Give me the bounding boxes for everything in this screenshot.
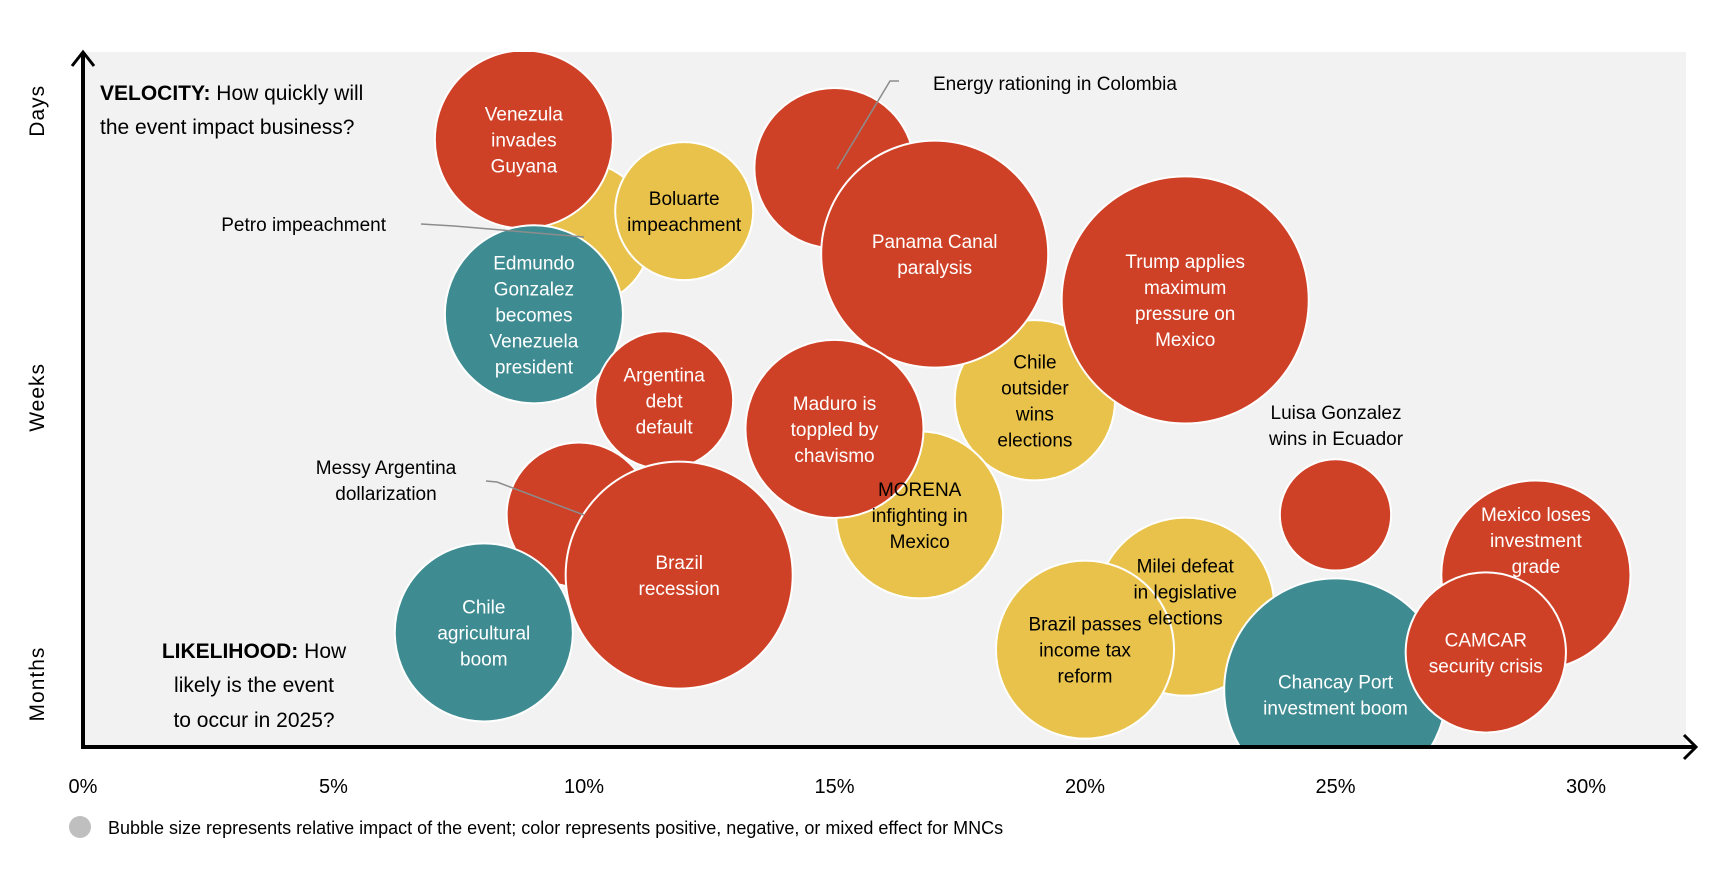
bubble-label: recession (639, 579, 720, 600)
velocity-annotation: VELOCITY: How quickly will (100, 82, 363, 105)
likelihood-text-1: How (298, 640, 347, 663)
x-tick-label: 30% (1566, 776, 1606, 798)
likelihood-annotation: LIKELIHOOD: How (162, 640, 347, 663)
bubble-camcar-security-crisis[interactable] (1404, 571, 1567, 734)
legend-text: Bubble size represents relative impact o… (108, 818, 1003, 838)
y-axis-labels: Months Weeks Days (26, 85, 49, 722)
likelihood-annotation-line3: to occur in 2025? (173, 709, 334, 732)
bubble-label: investment boom (1263, 699, 1408, 720)
bubble-label: CAMCAR (1445, 630, 1527, 651)
x-tick-label: 25% (1315, 776, 1355, 798)
bubble-label: elections (1148, 609, 1223, 630)
bubble-label: Mexico (890, 532, 950, 553)
bubble-label: grade (1512, 557, 1561, 578)
bubble-label: Petro impeachment (221, 215, 386, 236)
bubble-label: president (495, 357, 574, 378)
bubble-label: paralysis (897, 258, 972, 279)
bubble-edmundo-gonzalez-becomes-venezuela-president[interactable] (443, 224, 624, 405)
bubble-label: Chile (462, 597, 505, 618)
bubble-label: pressure on (1135, 304, 1235, 325)
bubble-label: Brazil passes (1029, 615, 1142, 636)
bubble-label: Messy Argentina (316, 458, 457, 479)
bubble-label: Mexico loses (1481, 505, 1591, 526)
bubble-luisa-gonzalez-wins-in-ecuador[interactable] (1278, 458, 1393, 572)
y-category-label: Days (26, 85, 49, 137)
likelihood-bold: LIKELIHOOD: (162, 640, 299, 663)
bubble-label: Brazil (655, 553, 703, 574)
bubble-label: Gonzalez (494, 279, 574, 300)
bubble-label: Luisa Gonzalez (1271, 403, 1402, 424)
x-axis-arrow (1682, 733, 1699, 761)
leader-lines (420, 80, 899, 516)
bubble-label: debt (646, 391, 684, 412)
y-category-label: Weeks (26, 363, 49, 432)
leader-line (485, 480, 585, 516)
bubble-maduro-is-toppled-by-chavismo[interactable] (744, 338, 925, 519)
bubbles-layer (393, 52, 1632, 747)
bubble-label: maximum (1144, 278, 1226, 299)
bubble-label: Trump applies (1125, 252, 1245, 273)
velocity-text-1: How quickly will (210, 82, 363, 105)
bubble-label: wins in Ecuador (1268, 429, 1404, 450)
x-axis-labels: 0% 5% 10% 15% 20% 25% 30% (69, 776, 1607, 798)
bubble-label: in legislative (1133, 583, 1237, 604)
bubble-label: Chile (1013, 352, 1056, 373)
legend-marker (69, 816, 91, 838)
bubble-label: Energy rationing in Colombia (933, 74, 1177, 95)
bubble-brazil-recession[interactable] (564, 460, 794, 690)
velocity-bold: VELOCITY: (100, 82, 210, 105)
bubble-panama-canal-paralysis[interactable] (820, 139, 1050, 369)
bubble-label: becomes (495, 305, 572, 326)
bubble-label: Chancay Port (1278, 673, 1394, 694)
bubble-label: infighting in (872, 506, 968, 527)
x-tick-label: 5% (319, 776, 348, 798)
bubble-label: Milei defeat (1137, 557, 1235, 578)
bubble-label: impeachment (627, 215, 742, 236)
bubble-label: reform (1058, 667, 1113, 688)
bubble-label: Mexico (1155, 330, 1215, 351)
bubble-label: Guyana (491, 156, 558, 177)
bubble-label: invades (491, 130, 557, 151)
bubble-label: Venezula (485, 104, 564, 125)
bubble-label: investment (1490, 531, 1583, 552)
bubble-label: default (636, 417, 694, 438)
bubble-label: toppled by (791, 420, 879, 441)
y-category-label: Months (26, 647, 49, 722)
likelihood-annotation-line2: likely is the event (174, 674, 334, 697)
bubble-label: Panama Canal (872, 232, 998, 253)
bubble-label: Venezuela (490, 331, 579, 352)
bubble-label: agricultural (437, 623, 530, 644)
x-tick-label: 10% (564, 776, 604, 798)
bubble-trump-applies-maximum-pressure-on-mexico[interactable] (1060, 175, 1310, 425)
velocity-annotation-line2: the event impact business? (100, 116, 354, 139)
bubble-label: Boluarte (649, 189, 720, 210)
bubble-label: Maduro is (793, 394, 876, 415)
bubble-label: wins (1015, 404, 1054, 425)
bubble-chile-agricultural-boom[interactable] (393, 542, 574, 723)
bubble-label: chavismo (794, 446, 874, 467)
bubble-brazil-passes-income-tax-reform[interactable] (994, 559, 1176, 740)
x-tick-label: 0% (69, 776, 98, 798)
bubble-label: MORENA (878, 480, 962, 501)
y-axis-arrow (70, 49, 96, 67)
leader-line (420, 223, 585, 238)
bubble-boluarte-impeachment[interactable] (614, 141, 755, 282)
x-tick-label: 15% (814, 776, 854, 798)
bubble-label: income tax (1039, 641, 1131, 662)
bubble-label: Edmundo (493, 253, 574, 274)
bubble-label: boom (460, 649, 508, 670)
bubble-label: dollarization (335, 484, 436, 505)
bubble-label: Argentina (623, 365, 705, 386)
bubble-label: outsider (1001, 378, 1069, 399)
bubble-label: security crisis (1429, 656, 1543, 677)
x-tick-label: 20% (1065, 776, 1105, 798)
bubble-labels: Petro impeachment Energy rationing in Col… (221, 74, 1591, 720)
bubble-label: elections (997, 430, 1072, 451)
leader-line (836, 80, 899, 170)
